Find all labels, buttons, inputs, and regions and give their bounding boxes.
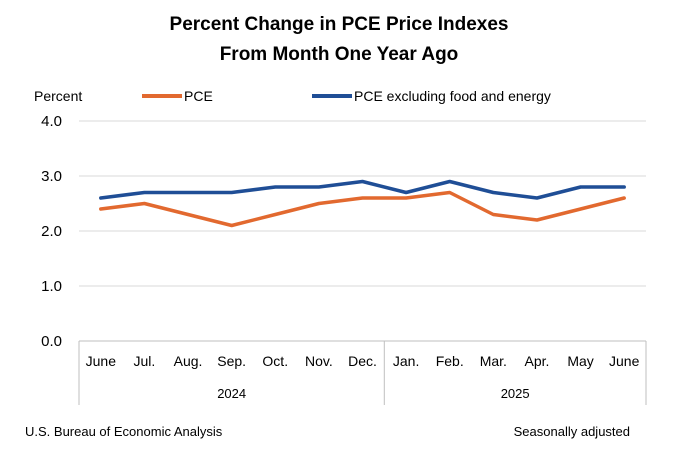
- y-axis-label: Percent: [34, 88, 83, 104]
- y-tick-label: 3.0: [41, 168, 62, 185]
- x-tick-label: Dec.: [348, 353, 377, 369]
- series-line-pce: [99, 190, 626, 228]
- legend-swatch-core-pce: [312, 94, 352, 98]
- x-tick-label: June: [609, 353, 640, 369]
- legend-label-pce: PCE: [184, 88, 213, 104]
- x-tick-label: Aug.: [174, 353, 203, 369]
- chart-title-line-1: Percent Change in PCE Price Indexes: [169, 14, 509, 35]
- legend-swatch-pce: [142, 94, 182, 98]
- chart-title-line-2: From Month One Year Ago: [219, 44, 459, 65]
- legend-item-core-pce: PCE excluding food and energy: [312, 88, 551, 104]
- y-tick-label: 4.0: [41, 113, 62, 130]
- x-tick-label: May: [567, 353, 593, 369]
- x-tick-label: June: [86, 353, 117, 369]
- year-label: 2025: [501, 386, 530, 401]
- x-tick-label: Oct.: [262, 353, 288, 369]
- x-tick-label: Apr.: [525, 353, 550, 369]
- source-note: U.S. Bureau of Economic Analysis: [25, 424, 223, 439]
- legend-label-core-pce: PCE excluding food and energy: [354, 88, 551, 104]
- x-tick-label: Feb.: [436, 353, 464, 369]
- x-tick-label: Nov.: [305, 353, 333, 369]
- x-tick-label: Jul.: [134, 353, 156, 369]
- y-tick-label: 0.0: [41, 333, 62, 350]
- x-tick-label: Jan.: [393, 353, 419, 369]
- adjustment-note: Seasonally adjusted: [513, 424, 630, 439]
- x-tick-label: Sep.: [217, 353, 246, 369]
- series-line-core-pce: [99, 179, 626, 200]
- x-tick-label: Mar.: [480, 353, 507, 369]
- y-tick-label: 1.0: [41, 278, 62, 295]
- y-tick-label: 2.0: [41, 223, 62, 240]
- year-label: 2024: [217, 386, 246, 401]
- legend-item-pce: PCE: [142, 88, 213, 104]
